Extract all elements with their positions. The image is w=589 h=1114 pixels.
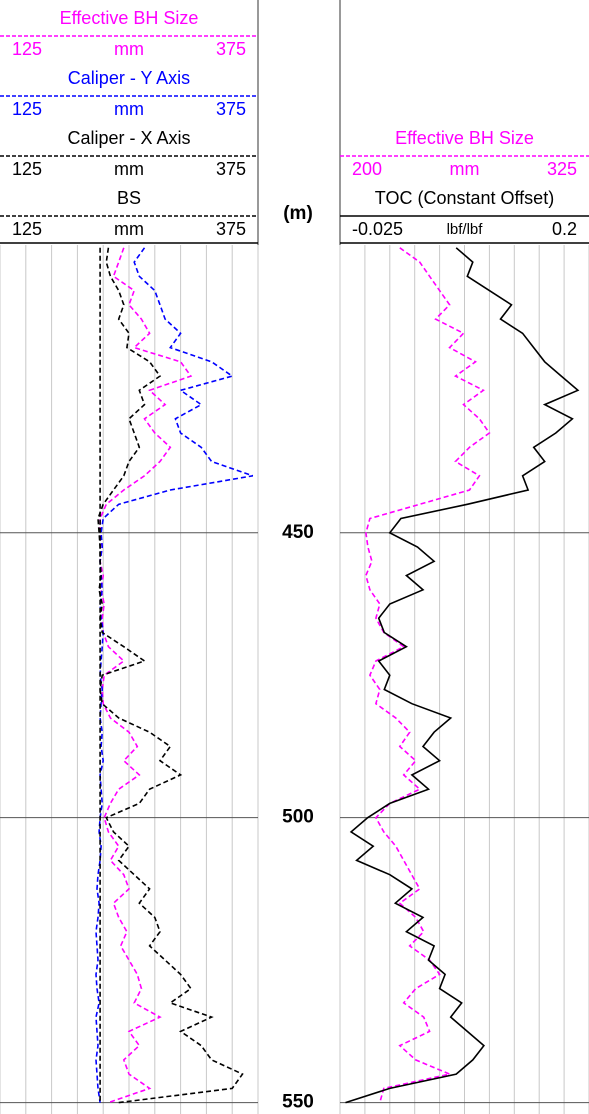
scale-min: 125 bbox=[12, 99, 42, 119]
scale-min: -0.025 bbox=[352, 219, 403, 239]
track-curves bbox=[95, 247, 254, 1104]
scale-unit: mm bbox=[450, 159, 480, 179]
scale-min: 125 bbox=[12, 39, 42, 59]
depth-label: 550 bbox=[282, 1092, 314, 1113]
curve-name: TOC (Constant Offset) bbox=[375, 188, 554, 208]
scale-min: 125 bbox=[12, 159, 42, 179]
scale-unit: mm bbox=[114, 159, 144, 179]
curve-name: Effective BH Size bbox=[60, 8, 199, 28]
scale-max: 325 bbox=[547, 159, 577, 179]
scale-max: 375 bbox=[216, 159, 246, 179]
curve-name: Caliper - Y Axis bbox=[68, 68, 190, 88]
scale-unit: mm bbox=[114, 39, 144, 59]
scale-unit: mm bbox=[114, 99, 144, 119]
depth-label: 450 bbox=[282, 522, 314, 543]
curve-name: Effective BH Size bbox=[395, 128, 534, 148]
curve bbox=[345, 247, 580, 1104]
track-curves bbox=[345, 247, 580, 1104]
scale-max: 0.2 bbox=[552, 219, 577, 239]
curve bbox=[97, 247, 244, 1104]
depth-unit: (m) bbox=[283, 203, 313, 224]
curve-name: Caliper - X Axis bbox=[67, 128, 190, 148]
curve bbox=[99, 247, 193, 1104]
scale-min: 125 bbox=[12, 219, 42, 239]
scale-max: 375 bbox=[216, 219, 246, 239]
scale-min: 200 bbox=[352, 159, 382, 179]
curve-name: BS bbox=[117, 188, 141, 208]
scale-unit: lbf/lbf bbox=[447, 221, 484, 238]
scale-max: 375 bbox=[216, 99, 246, 119]
scale-max: 375 bbox=[216, 39, 246, 59]
scale-unit: mm bbox=[114, 219, 144, 239]
depth-label: 500 bbox=[282, 807, 314, 828]
